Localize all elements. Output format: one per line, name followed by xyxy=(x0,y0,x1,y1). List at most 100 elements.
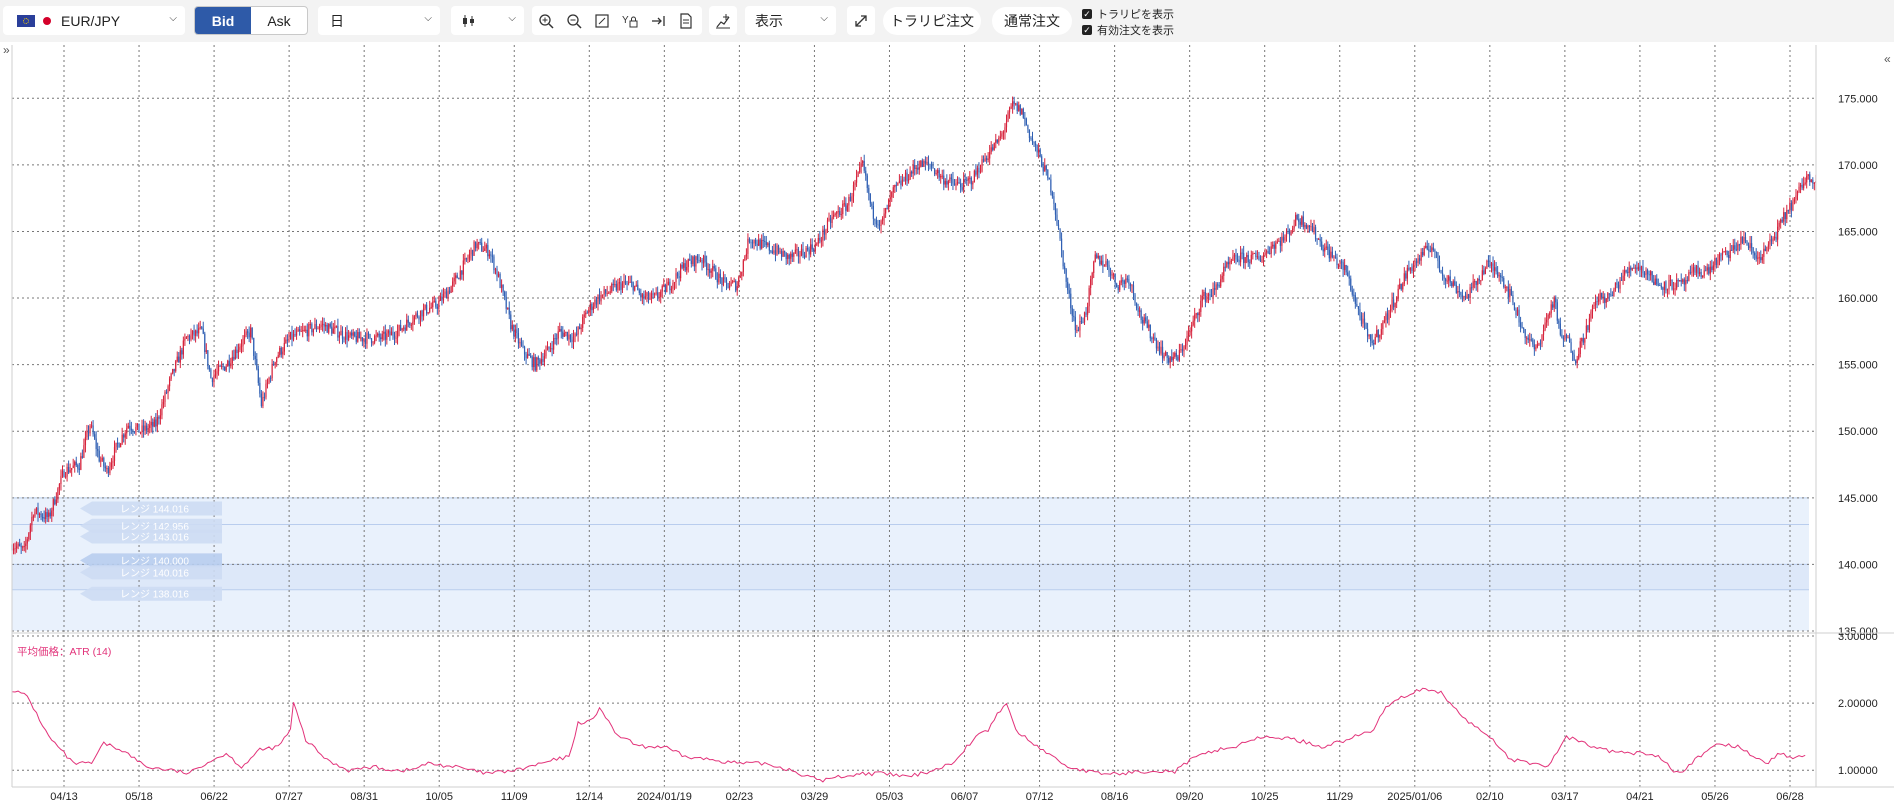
candle-body xyxy=(1640,266,1643,271)
candle-body xyxy=(944,181,946,185)
candle-body xyxy=(1142,319,1144,324)
candle-body xyxy=(1302,216,1304,227)
candle-body xyxy=(1792,201,1794,211)
y-lock-icon[interactable]: Y xyxy=(616,6,644,35)
candle-body xyxy=(987,158,989,161)
chevron-down-icon: ⌵ xyxy=(508,13,516,24)
candle-body xyxy=(514,329,516,337)
x-tick-label: 11/29 xyxy=(1326,791,1353,803)
bid-button[interactable]: Bid xyxy=(195,7,251,34)
candle-body xyxy=(1665,281,1667,291)
candle-body xyxy=(1451,282,1453,287)
candle-body xyxy=(72,465,74,468)
candle-body xyxy=(979,171,982,173)
candle-body xyxy=(722,277,725,285)
candle-body xyxy=(756,243,758,246)
candle-body xyxy=(1567,336,1569,339)
candle-body xyxy=(1215,284,1217,290)
candle-body xyxy=(346,332,348,341)
candle-body xyxy=(1370,334,1372,341)
candle-body xyxy=(224,366,226,371)
timeframe-select[interactable]: 日 ⌵ xyxy=(318,6,440,35)
candle-body xyxy=(452,281,454,287)
candle-body xyxy=(1516,309,1519,316)
candle-body xyxy=(418,316,420,320)
candle-body xyxy=(1258,256,1260,260)
jump-latest-icon[interactable] xyxy=(644,6,672,35)
zoom-out-icon[interactable] xyxy=(560,6,588,35)
candle-body xyxy=(1669,279,1672,281)
left-collapse-icon[interactable]: » xyxy=(3,43,10,57)
candle-body xyxy=(736,286,738,291)
candle-body xyxy=(938,170,940,178)
candle-body xyxy=(1161,346,1164,359)
candle-body xyxy=(507,307,509,309)
candle-body xyxy=(257,368,259,383)
normal-order-button[interactable]: 通常注文 xyxy=(992,7,1072,35)
candle-body xyxy=(156,417,158,427)
candle-body xyxy=(895,184,897,186)
candle-body xyxy=(1605,298,1607,303)
candle-body xyxy=(551,348,553,350)
candle-body xyxy=(1073,315,1075,318)
candle-body xyxy=(660,291,662,297)
candle-body xyxy=(1079,320,1081,331)
candle-body xyxy=(646,292,648,297)
candle-body xyxy=(673,281,676,284)
chevron-down-icon: ⌵ xyxy=(169,13,177,24)
candle-body xyxy=(667,281,669,286)
trap-order-button[interactable]: トラリピ注文 xyxy=(883,7,981,35)
candle-body xyxy=(429,307,431,313)
display-select[interactable]: 表示 ⌵ xyxy=(745,6,836,35)
candle-body xyxy=(1005,121,1008,128)
candle-body xyxy=(632,282,634,291)
candle-body xyxy=(1801,184,1803,189)
candle-body xyxy=(635,284,637,286)
candle-body xyxy=(361,337,363,342)
candle-body xyxy=(291,332,293,340)
expand-icon[interactable] xyxy=(847,6,875,35)
candle-body xyxy=(900,180,902,186)
chevron-down-icon: ⌵ xyxy=(424,13,432,24)
candle-body xyxy=(1324,247,1326,252)
candle-body xyxy=(1648,274,1650,276)
candle-body xyxy=(104,466,106,469)
candle-body xyxy=(147,427,149,431)
candle-body xyxy=(202,328,204,334)
document-icon[interactable] xyxy=(672,6,700,35)
fit-icon[interactable] xyxy=(588,6,616,35)
candle-body xyxy=(1250,254,1252,263)
ask-button[interactable]: Ask xyxy=(267,12,291,29)
symbol-select[interactable]: EUR/JPY ⌵ xyxy=(3,6,185,35)
show-active-orders-checkbox[interactable]: ✓ 有効注文を表示 xyxy=(1082,22,1174,38)
candle-body xyxy=(1331,251,1333,258)
candle-body xyxy=(491,255,494,257)
candle-body xyxy=(1449,276,1451,283)
candle-body xyxy=(66,466,68,477)
candle-body xyxy=(309,324,311,326)
candle-body xyxy=(1181,349,1184,352)
candle-body xyxy=(634,285,636,291)
candle-body xyxy=(1195,313,1197,315)
candle-body xyxy=(1022,108,1024,118)
candle-body xyxy=(984,158,986,162)
show-trap-checkbox[interactable]: ✓ トラリピを表示 xyxy=(1082,6,1174,22)
candle-body xyxy=(193,330,195,336)
candle-body xyxy=(1627,271,1629,273)
candle-body xyxy=(807,247,809,250)
candle-body xyxy=(1363,318,1366,323)
candle-body xyxy=(1787,210,1789,212)
candle-body xyxy=(1426,245,1428,250)
right-collapse-icon[interactable]: « xyxy=(1884,52,1891,66)
chart-type-select[interactable]: ⌵ xyxy=(451,6,524,35)
candle-body xyxy=(439,296,441,302)
candle-body xyxy=(1575,360,1577,364)
candle-body xyxy=(814,244,816,252)
zoom-in-icon[interactable] xyxy=(532,6,560,35)
candle-body xyxy=(615,284,617,291)
candle-body xyxy=(35,507,38,512)
candle-body xyxy=(262,396,264,406)
candle-body xyxy=(920,160,922,167)
add-indicator-icon[interactable] xyxy=(709,6,737,35)
